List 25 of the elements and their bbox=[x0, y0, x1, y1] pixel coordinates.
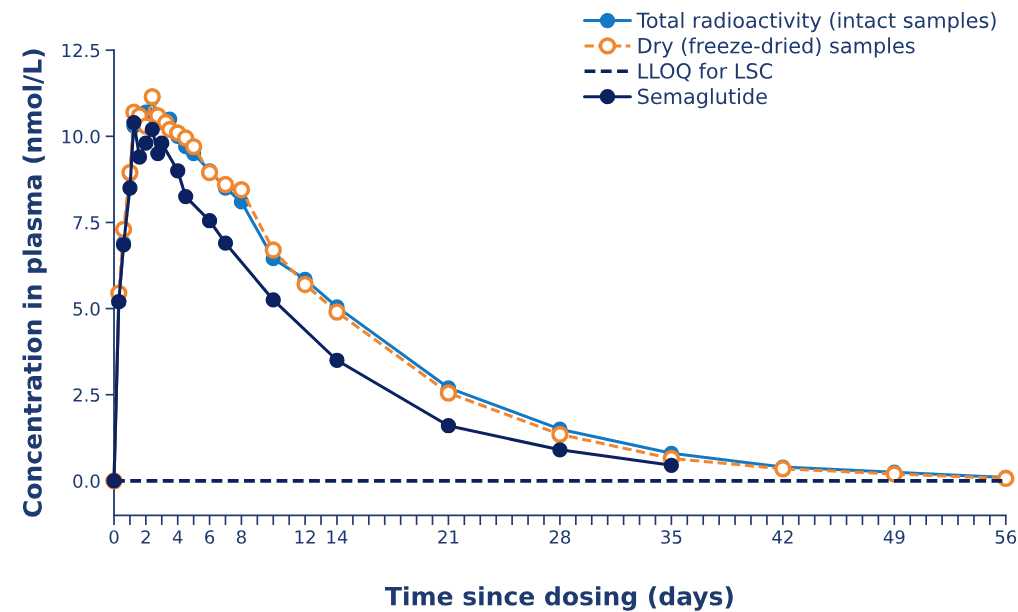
legend-label: Dry (freeze-dried) samples bbox=[638, 37, 915, 58]
x-tick-label: 12 bbox=[295, 530, 315, 544]
x-tick-label: 56 bbox=[995, 530, 1017, 544]
y-tick-label: 10.0 bbox=[62, 129, 100, 144]
x-tick-label: 21 bbox=[438, 530, 459, 544]
x-tick-label: 2 bbox=[141, 530, 150, 544]
x-tick-label: 14 bbox=[327, 530, 348, 544]
x-tick-label: 35 bbox=[661, 530, 682, 544]
x-tick-label: 6 bbox=[205, 530, 215, 544]
y-tick-label: 2.5 bbox=[73, 388, 100, 402]
y-axis-title: Concentration in plasma (nmol/L) bbox=[22, 49, 47, 517]
y-tick-label: 12.5 bbox=[62, 43, 100, 58]
y-tick-label: 7.5 bbox=[73, 216, 100, 230]
x-tick-label: 0 bbox=[109, 530, 119, 544]
x-tick-label: 8 bbox=[236, 530, 246, 544]
x-tick-label: 4 bbox=[172, 530, 183, 544]
x-axis-title: Time since dosing (days) bbox=[385, 586, 733, 611]
x-tick-label: 28 bbox=[549, 530, 571, 544]
x-tick-label: 49 bbox=[883, 530, 905, 544]
x-tick-label: 42 bbox=[772, 530, 793, 544]
y-tick-label: 5.0 bbox=[73, 302, 100, 316]
legend-label: Semaglutide bbox=[638, 88, 767, 109]
y-tick-label: 0.0 bbox=[73, 474, 100, 488]
legend-label: LLOQ for LSC bbox=[638, 62, 773, 82]
legend-label: Total radioactivity (intact samples) bbox=[636, 12, 996, 33]
